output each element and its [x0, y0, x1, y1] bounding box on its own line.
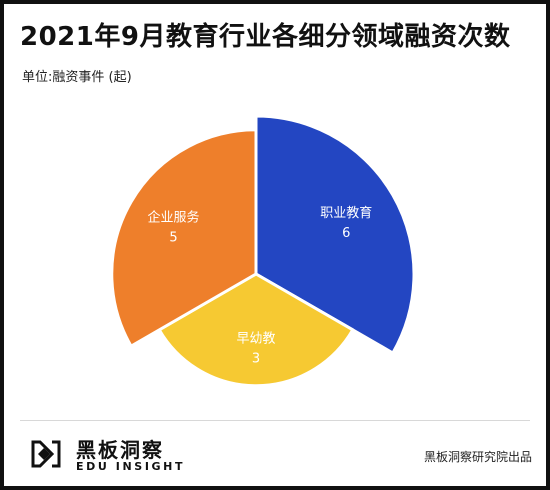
eye-logo-icon [31, 440, 61, 468]
source-credit: 黑板洞察研究院出品 [423, 450, 532, 464]
slice-value-enterprise-service: 5 [169, 230, 177, 245]
chart-card: 2021年9月教育行业各细分领域融资次数 单位:融资事件 (起) 职业教育 6 早幼… [4, 4, 546, 486]
rose-chart: 职业教育 6 早幼教 3 企业服务 5 [110, 114, 416, 388]
footer-divider [20, 420, 530, 421]
slice-label-enterprise-service: 企业服务 [148, 209, 200, 225]
slice-label-vocational: 职业教育 [320, 205, 372, 221]
logo-name-cn: 黑板洞察 [76, 438, 164, 462]
logo-name-en: EDU INSIGHT [76, 460, 186, 473]
rose-slice-enterprise-service [110, 128, 258, 348]
slice-label-early-education: 早幼教 [236, 331, 275, 347]
rose-slice-early-education [157, 272, 355, 388]
slice-value-vocational: 6 [342, 226, 350, 241]
chart-title: 2021年9月教育行业各细分领域融资次数 [20, 22, 511, 52]
slice-value-early-education: 3 [252, 352, 260, 367]
unit-label: 单位:融资事件 (起) [22, 70, 132, 85]
rose-slice-vocational [254, 114, 416, 355]
brand-logo: 黑板洞察 EDU INSIGHT [30, 432, 182, 476]
